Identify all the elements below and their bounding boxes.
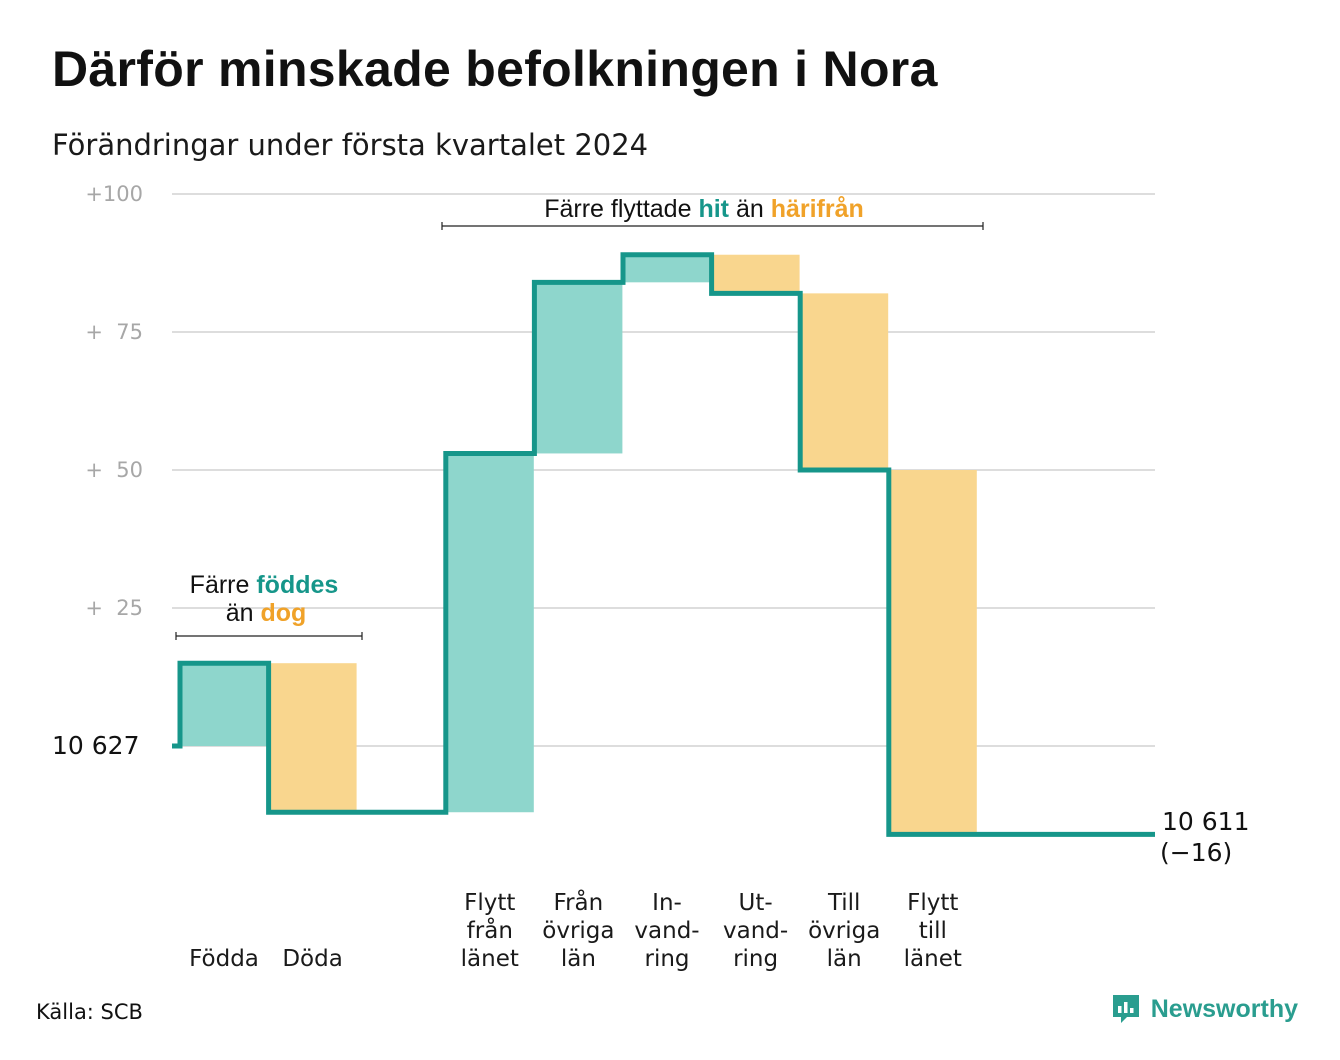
waterfall-bar (888, 470, 977, 835)
category-label: vand- (634, 918, 699, 944)
births-annotation: Färre föddes än dog (175, 571, 363, 640)
y-tick-label: +100 (85, 182, 143, 206)
category-label: In- (652, 890, 682, 916)
category-label: Flytt (907, 890, 958, 916)
chart-subtitle: Förändringar under första kvartalet 2024 (52, 128, 649, 162)
births-bracket (175, 632, 363, 640)
bars (180, 254, 977, 835)
category-label: ring (733, 946, 778, 972)
category-label: vand- (723, 918, 788, 944)
category-label: övriga (808, 918, 880, 944)
end-value-label: 10 611 (1162, 807, 1249, 836)
y-axis-ticks: +100 + 75 + 50 + 25 (85, 182, 143, 620)
category-label: till (919, 918, 947, 944)
newsworthy-brand-text: Newsworthy (1150, 994, 1298, 1023)
category-label: län (827, 946, 862, 972)
category-label: länet (904, 946, 962, 972)
category-label: Till (827, 890, 861, 916)
newsworthy-logo-icon (1112, 995, 1139, 1023)
category-label: Från (554, 888, 604, 916)
newsworthy-logo: Newsworthy (1111, 993, 1298, 1025)
category-label: ring (644, 946, 689, 972)
category-label: Ut- (739, 890, 773, 916)
moves-annotation: Färre flyttade hit än härifrån (441, 195, 984, 230)
start-value-label: 10 627 (52, 731, 139, 760)
category-label: länet (461, 946, 519, 972)
waterfall-bar (800, 293, 889, 470)
y-tick-label: + 75 (85, 320, 143, 344)
cumulative-step-line (172, 252, 1155, 837)
waterfall-bar (623, 254, 711, 283)
category-labels: Födda DödaFlyttfrånlänetFrånövrigalänIn-v… (189, 888, 962, 972)
category-label: från (467, 916, 513, 944)
category-label: övriga (542, 918, 614, 944)
births-annotation-line2: än dog (226, 599, 307, 627)
births-annotation-line1: Färre föddes (190, 571, 339, 599)
waterfall-bar (180, 663, 268, 746)
category-label: Flytt (464, 890, 515, 916)
end-change-label: (−16) (1160, 838, 1232, 867)
category-label: Födda (189, 946, 259, 972)
source-note: Källa: SCB (36, 1000, 143, 1024)
chart-title: Därför minskade befolkningen i Nora (52, 41, 938, 97)
moves-annotation-text: Färre flyttade hit än härifrån (544, 195, 864, 223)
waterfall-bar (445, 453, 534, 813)
waterfall-bar (711, 254, 800, 294)
waterfall-bar (268, 663, 357, 813)
y-tick-label: + 50 (85, 458, 143, 482)
waterfall-bar (534, 282, 623, 454)
moves-bracket (441, 222, 984, 230)
y-tick-label: + 25 (85, 596, 143, 620)
category-label: län (561, 946, 596, 972)
category-label: Döda (282, 946, 342, 972)
